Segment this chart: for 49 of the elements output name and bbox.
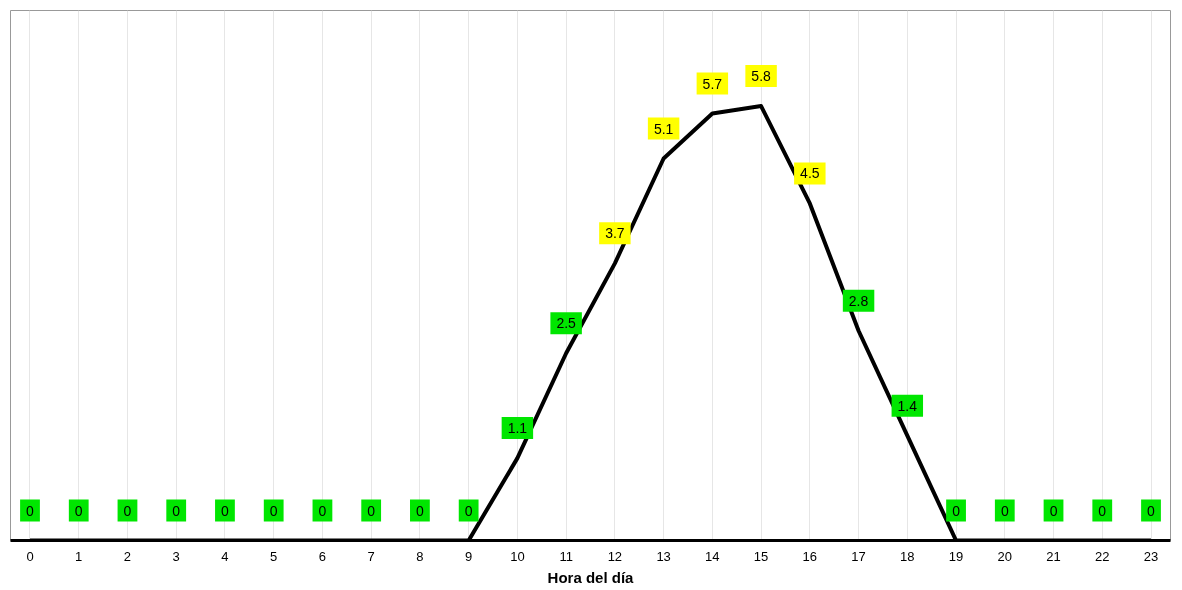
x-tick-label: 14 (705, 548, 720, 564)
data-label: 0 (269, 502, 278, 519)
data-label: 2.5 (556, 315, 577, 332)
x-tick-label: 1 (75, 548, 83, 564)
x-tick-label: 19 (948, 548, 964, 564)
x-tick-label: 6 (318, 548, 327, 564)
x-tick-label: 17 (851, 548, 866, 564)
x-tick-label: 0 (26, 548, 34, 564)
x-tick-label: 8 (416, 548, 424, 564)
data-label: 0 (221, 502, 230, 519)
data-label: 2.8 (848, 292, 869, 309)
data-label: 0 (416, 502, 425, 519)
x-tick-label: 2 (123, 548, 132, 564)
data-label: 5.8 (751, 68, 772, 85)
x-tick-label: 5 (270, 548, 278, 564)
x-tick-label: 13 (656, 548, 671, 564)
x-tick-label: 22 (1095, 548, 1110, 564)
x-tick-label: 15 (753, 548, 769, 564)
x-tick-label: 3 (172, 548, 180, 564)
data-label: 4.5 (800, 165, 820, 182)
x-tick-label: 18 (900, 548, 915, 564)
data-label: 0 (1049, 502, 1058, 519)
data-label: 1.1 (507, 420, 528, 437)
x-tick-label: 21 (1046, 548, 1061, 564)
x-tick-label: 16 (802, 548, 818, 564)
data-label: 0 (172, 502, 181, 519)
x-tick-label: 10 (510, 548, 525, 564)
data-label: 0 (1000, 502, 1009, 519)
data-label: 0 (74, 502, 83, 519)
x-tick-label: 9 (465, 548, 473, 564)
data-label: 5.7 (702, 75, 723, 92)
data-label: 0 (1098, 502, 1107, 519)
x-tick-label: 23 (1143, 548, 1159, 564)
x-tick-label: 12 (607, 548, 623, 564)
data-label: 1.4 (897, 397, 918, 414)
data-label: 0 (952, 502, 961, 519)
data-label: 0 (1147, 502, 1156, 519)
data-label: 0 (123, 502, 132, 519)
data-label: 5.1 (653, 120, 674, 137)
x-axis-title: Hora del día (547, 568, 635, 586)
data-label: 0 (367, 502, 376, 519)
data-label: 0 (26, 502, 35, 519)
x-tick-label: 11 (559, 548, 573, 564)
x-tick-label: 4 (221, 548, 229, 564)
data-label: 0 (464, 502, 473, 519)
data-label: 3.7 (605, 225, 625, 242)
data-label: 0 (318, 502, 327, 519)
x-tick-label: 20 (997, 548, 1013, 564)
x-tick-label: 7 (367, 548, 375, 564)
